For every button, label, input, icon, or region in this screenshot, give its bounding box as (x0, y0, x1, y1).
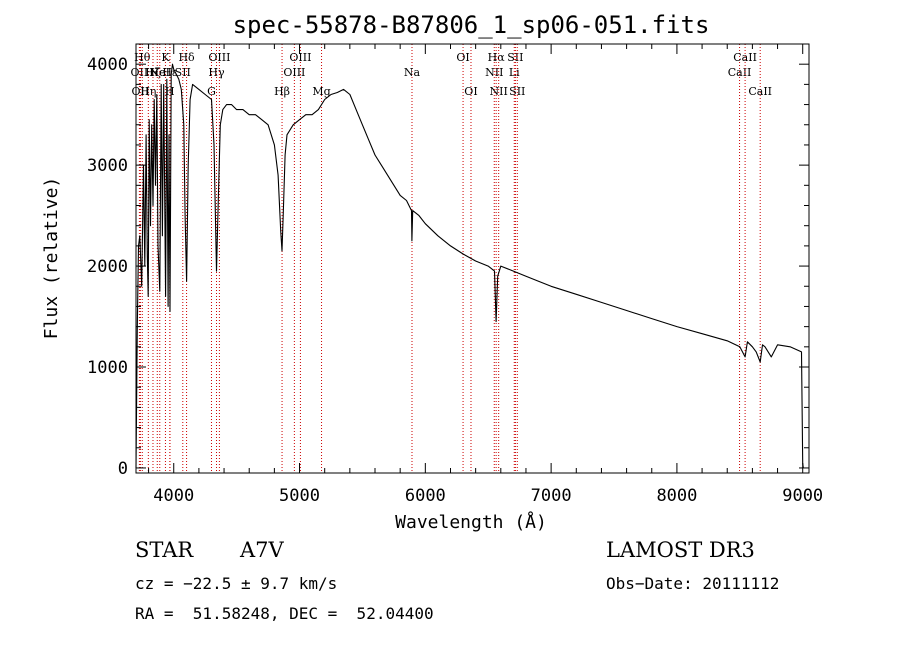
spectrum-chart: spec-55878-B87806_1_sp06-051.fits OII OII… (41, 11, 823, 533)
x-tick-label: 7000 (531, 486, 572, 506)
line-marker-label: Ne (149, 66, 165, 79)
y-axis: 0 1000 2000 3000 4000 (87, 43, 809, 479)
line-marker-label: OIII (283, 66, 305, 79)
line-marker-label: SII (507, 51, 523, 64)
line-marker-label: Hγ (208, 66, 225, 79)
y-tick-label: 4000 (87, 55, 128, 75)
object-type: STAR (135, 538, 194, 562)
line-marker-label: Hθ (134, 51, 151, 64)
line-marker-label: HeI (150, 66, 170, 79)
line-marker-label: OII (131, 66, 149, 79)
line-marker-label: Li (509, 66, 520, 79)
line-marker-label: Hη (140, 85, 156, 98)
line-marker-label: Hδ (178, 51, 195, 64)
y-tick-label: 3000 (87, 156, 128, 176)
y-tick-label: 2000 (87, 257, 128, 277)
ra-dec-coordinates: RA = 51.58248, DEC = 52.04400 (135, 604, 434, 623)
line-marker-label: OI (456, 51, 469, 64)
observation-date: Obs−Date: 20111112 (606, 574, 780, 593)
spectrum-line (135, 63, 804, 469)
y-axis-label: Flux (relative) (41, 177, 62, 340)
line-marker-label: Hζ (145, 66, 161, 79)
line-marker-label: Na (404, 66, 421, 79)
line-marker-label: SII (175, 66, 191, 79)
redshift-cz: cz = −22.5 ± 9.7 km/s (135, 574, 338, 593)
chart-title: spec-55878-B87806_1_sp06-051.fits (233, 11, 710, 39)
line-marker-label: NII (485, 66, 503, 79)
line-marker-label: Hα (488, 51, 506, 64)
x-axis: 4000 5000 6000 7000 8000 9000 (148, 44, 823, 506)
spectrum-series (135, 63, 804, 469)
line-marker-label: OIII (289, 51, 311, 64)
x-tick-label: 6000 (405, 486, 446, 506)
line-marker-label: CaII (748, 85, 772, 98)
line-marker-label: K (161, 51, 170, 64)
survey-name: LAMOST DR3 (606, 538, 755, 562)
x-tick-label: 4000 (153, 486, 194, 506)
line-marker-label: H (165, 85, 175, 98)
x-tick-label: 9000 (782, 486, 823, 506)
line-markers: OIIOIIHθHηHζNeHeIKHHεSIIHδGHγOIIIHβOIIIO… (131, 44, 772, 473)
line-marker-label: OIII (208, 51, 230, 64)
line-marker-label: CaII (728, 66, 752, 79)
line-marker-label: SII (509, 85, 525, 98)
y-tick-label: 0 (118, 459, 128, 479)
x-tick-label: 8000 (656, 486, 697, 506)
y-tick-label: 1000 (87, 358, 128, 378)
line-marker-label: Mg (312, 85, 330, 98)
line-marker-label: OI (464, 85, 477, 98)
line-marker-label: Hβ (274, 85, 290, 98)
x-tick-label: 5000 (279, 486, 320, 506)
line-marker-label: CaII (733, 51, 757, 64)
plot-frame (135, 43, 810, 474)
line-marker-label: G (207, 85, 216, 98)
line-marker-label: NII (490, 85, 508, 98)
spectral-subclass: A7V (240, 538, 284, 562)
x-axis-label: Wavelength (Å) (395, 511, 547, 533)
